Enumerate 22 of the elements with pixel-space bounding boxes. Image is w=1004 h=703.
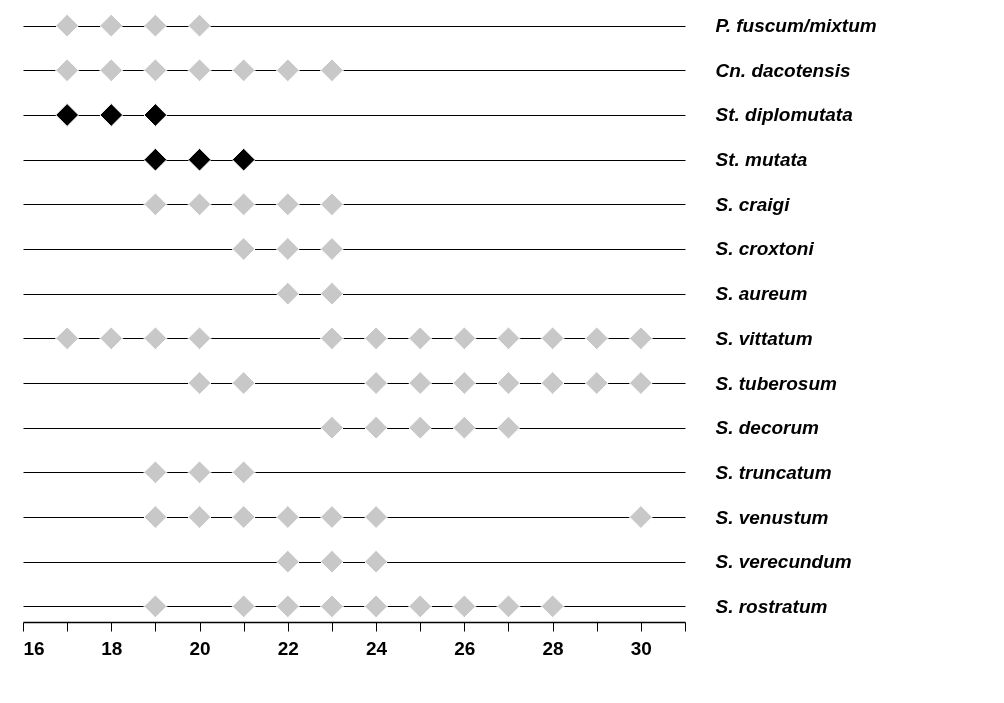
y-tick-label: St. diplomutata [715,104,854,126]
x-tick-label: 22 [277,637,299,659]
y-tick-label: S. craigi [715,193,791,215]
y-tick-label: Cn. dacotensis [715,59,851,81]
x-tick-label: 26 [454,637,476,659]
x-tick-label: 28 [542,637,564,659]
x-tick-label: 20 [189,637,211,659]
y-tick-label: S. tuberosum [715,372,838,394]
x-tick-label: 30 [630,637,652,659]
x-tick-label: 16 [23,637,45,659]
y-tick-label: St. mutata [715,149,808,171]
y-tick-label: P. fuscum/mixtum [715,15,877,37]
x-tick-label: 24 [366,637,388,659]
y-tick-label: S. truncatum [715,461,832,483]
y-tick-label: S. venustum [715,506,829,528]
x-tick-label: 18 [101,637,123,659]
y-tick-label: S. aureum [715,283,808,305]
y-tick-label: S. vittatum [715,327,813,349]
y-tick-label: S. decorum [715,417,820,439]
y-tick-label: S. croxtoni [715,238,815,260]
y-tick-label: S. verecundum [715,551,852,573]
y-tick-label: S. rostratum [715,595,828,617]
